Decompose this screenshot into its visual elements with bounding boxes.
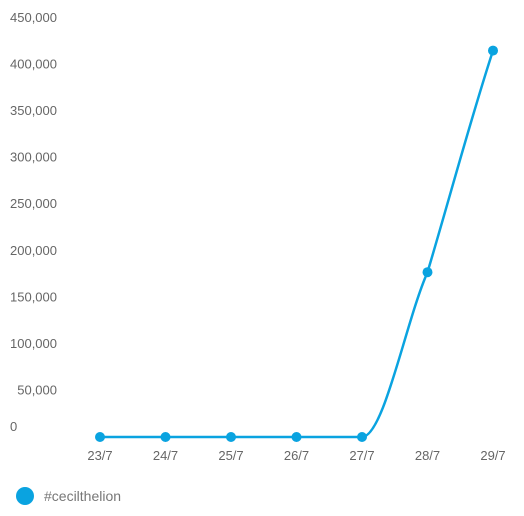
y-tick-label: 200,000 (10, 243, 57, 258)
x-axis: 23/7 24/7 25/7 26/7 27/7 28/7 29/7 (87, 448, 505, 463)
data-point (422, 267, 433, 278)
y-tick-label: 50,000 (17, 382, 57, 397)
y-tick-label: 250,000 (10, 196, 57, 211)
x-tick-label: 28/7 (415, 448, 440, 463)
series-line-cecilthelion (100, 50, 495, 439)
x-tick-label: 23/7 (87, 448, 112, 463)
y-tick-label: 350,000 (10, 103, 57, 118)
x-tick-label: 29/7 (480, 448, 505, 463)
legend: #cecilthelion (16, 487, 121, 505)
x-tick-label: 24/7 (153, 448, 178, 463)
data-point (488, 45, 498, 56)
y-tick-label: 450,000 (10, 10, 57, 25)
y-tick-label: 150,000 (10, 289, 57, 304)
y-tick-label: 100,000 (10, 336, 57, 351)
series-points (95, 45, 498, 442)
x-tick-label: 26/7 (284, 448, 309, 463)
data-point (160, 432, 171, 442)
data-point (291, 432, 302, 442)
data-point (95, 432, 105, 442)
y-tick-label: 0 (10, 419, 17, 434)
data-point (357, 432, 367, 442)
y-tick-label: 300,000 (10, 150, 57, 165)
legend-label: #cecilthelion (44, 488, 122, 504)
y-axis: 0 50,000 100,000 150,000 200,000 250,000 300,0… (10, 10, 57, 434)
y-tick-label: 400,000 (10, 57, 57, 72)
data-point (226, 432, 236, 442)
legend-swatch (16, 487, 34, 505)
x-tick-label: 27/7 (349, 448, 374, 463)
x-tick-label: 25/7 (218, 448, 243, 463)
